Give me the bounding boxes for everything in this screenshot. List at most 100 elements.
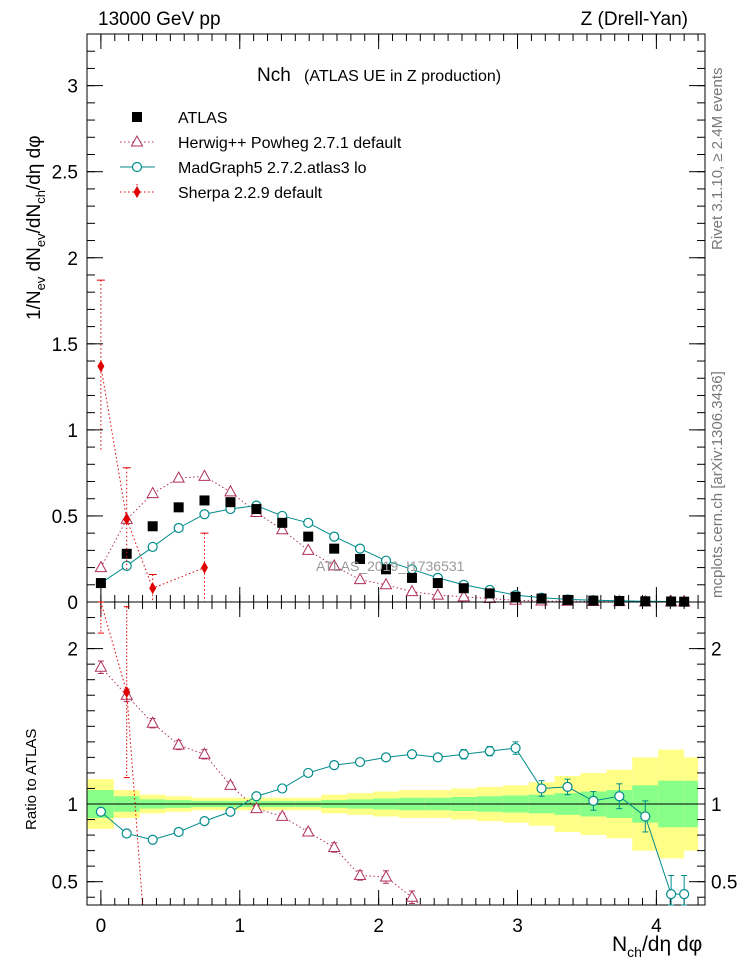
data-point (121, 560, 132, 571)
ratio-point (458, 749, 469, 760)
x-tick-label: 4 (651, 916, 662, 937)
legend-item: Sherpa 2.2.9 default (120, 184, 323, 202)
legend-marker (132, 112, 142, 122)
data-point (353, 572, 367, 585)
legend-marker (133, 186, 141, 198)
y-tick-label-right: 1 (711, 795, 722, 816)
data-point (510, 591, 521, 602)
ratio-point (406, 749, 418, 760)
ratio-point (405, 890, 419, 902)
y-tick-label: 1 (67, 421, 78, 442)
series-madgraph5-2-7-2-atlas3-lo (95, 500, 690, 607)
ratio-point (123, 686, 131, 699)
series-line (100, 475, 685, 603)
data-point (354, 543, 366, 554)
ratio-point (329, 760, 340, 771)
ratio-point (225, 806, 236, 817)
chart-title: Nch (257, 65, 291, 86)
ratio-point (251, 791, 262, 802)
data-point (147, 541, 158, 553)
ratio-point (95, 806, 106, 817)
x-tick-label: 3 (512, 916, 523, 937)
ratio-point (173, 826, 184, 838)
data-point (381, 564, 392, 575)
data-point (172, 471, 186, 483)
data-point (173, 502, 184, 513)
ratio-point (275, 809, 289, 821)
ratio-point (588, 795, 599, 806)
y-axis-label-main: 1/Nev dNev/dNch/dη dφ (24, 135, 48, 320)
data-point (303, 517, 314, 528)
legend-marker (130, 134, 144, 147)
ratio-point (224, 778, 237, 790)
ratio-series-madgraph5-2-7-2-atlas3-lo (95, 741, 690, 906)
data-point (198, 469, 211, 481)
data-point (301, 543, 315, 555)
ratio-point (666, 889, 677, 900)
series-herwig-powheg-2-7-1-default (94, 469, 691, 607)
x-tick-label: 1 (234, 916, 245, 937)
data-point (431, 588, 445, 600)
ratio-series-sherpa-2-2-9-default (97, 601, 144, 906)
data-point (484, 588, 495, 599)
data-point (303, 531, 314, 542)
x-axis-label: Nch/dη dφ (612, 933, 702, 960)
data-point (329, 543, 340, 554)
ratio-point (327, 840, 341, 853)
y-tick-label: 2 (67, 640, 78, 661)
rivet-label: Rivet 3.1.10, ≥ 2.4M events (709, 68, 726, 251)
ratio-point (199, 815, 210, 827)
legend-item: Herwig++ Powheg 2.7.1 default (120, 134, 402, 152)
data-point (329, 531, 340, 542)
legend-item: MadGraph5 2.7.2.atlas3 lo (120, 160, 367, 177)
legend-label: ATLAS (178, 110, 228, 127)
legend-label: Sherpa 2.2.9 default (178, 185, 323, 202)
data-point (146, 486, 160, 499)
series-line (100, 505, 685, 603)
y-tick-label-right: 0.5 (711, 873, 737, 894)
data-point (199, 509, 210, 520)
legend-label: Herwig++ Powheg 2.7.1 default (178, 135, 402, 152)
ratio-point (121, 828, 132, 839)
ratio-point (198, 747, 211, 759)
ratio-line (100, 666, 421, 906)
ratio-point (536, 783, 547, 794)
ratio-point (354, 756, 366, 768)
ratio-series-herwig-powheg-2-7-1-default (94, 660, 421, 906)
data-point (123, 513, 131, 526)
data-point (149, 582, 157, 595)
y-tick-label-right: 2 (711, 640, 722, 661)
y-tick-label: 0.5 (52, 873, 78, 894)
ratio-point (94, 660, 108, 672)
data-point (94, 560, 108, 573)
watermark: ATLAS_2019_I1736531 (316, 558, 465, 574)
data-point (405, 584, 419, 597)
ratio-plot-frame (86, 601, 706, 906)
data-point (355, 553, 366, 564)
legend-item: ATLAS (132, 110, 228, 127)
ratio-point (484, 746, 495, 757)
series-line (100, 366, 205, 589)
ratio-point (147, 834, 158, 845)
data-point (121, 548, 132, 559)
ratio-point (353, 868, 367, 880)
data-point (536, 593, 547, 604)
data-point (200, 561, 208, 574)
ratio-point (301, 824, 315, 837)
header-process: Z (Drell-Yan) (581, 9, 688, 30)
legend-label: MadGraph5 2.7.2.atlas3 lo (178, 160, 367, 177)
ratio-line (100, 601, 144, 906)
y-tick-label: 0.5 (52, 507, 78, 528)
y-tick-label: 0 (67, 593, 78, 614)
data-point (225, 497, 236, 508)
ratio-point (432, 752, 443, 763)
ratio-point (277, 783, 288, 794)
x-tick-label: 0 (96, 916, 107, 937)
ratio-point (303, 767, 314, 779)
mcplots-label: mcplots.cern.ch [arXiv:1306.3436] (709, 371, 726, 598)
data-point (614, 595, 625, 606)
main-plot-panel: 0 0.5 1 1.5 2 2.5 3 (52, 33, 706, 614)
chart-subtitle: (ATLAS UE in Z production) (304, 68, 501, 85)
ratio-point (640, 811, 651, 822)
